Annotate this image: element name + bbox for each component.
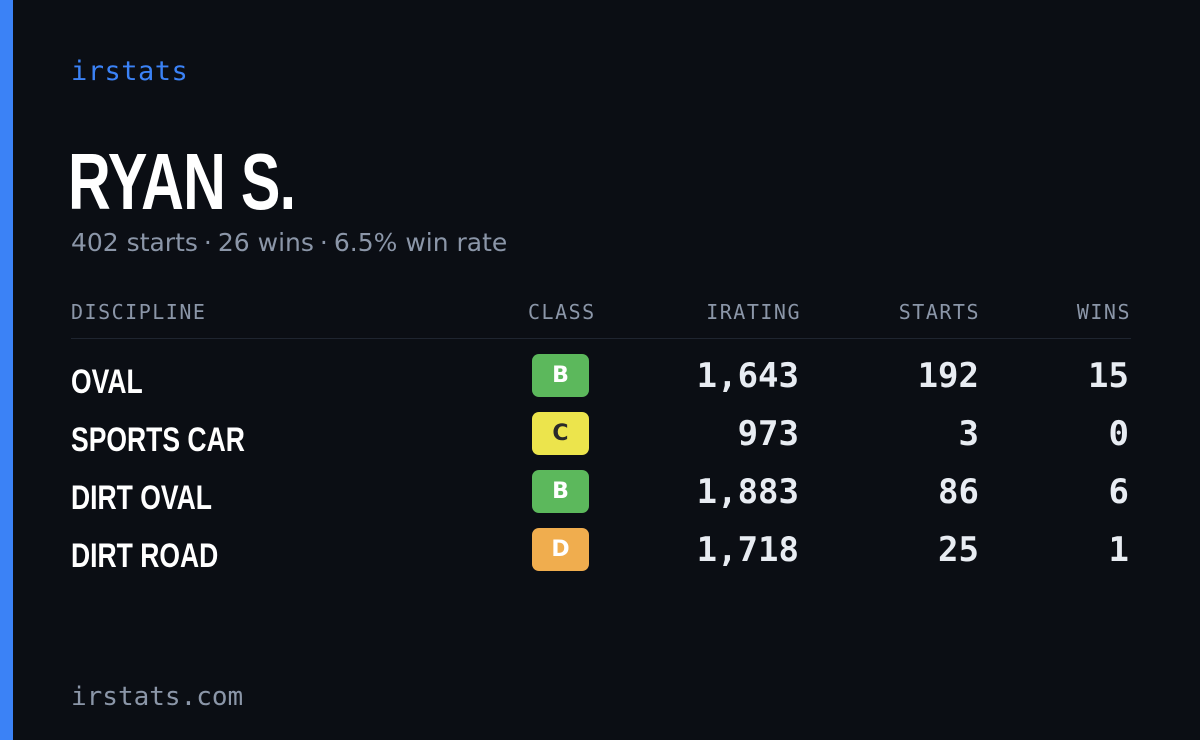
header-class: CLASS — [528, 300, 596, 324]
starts-value: 25 — [938, 530, 979, 570]
footer-url: irstats.com — [71, 682, 244, 712]
irating-value: 1,883 — [696, 472, 799, 512]
table-row: OVAL B 1,643 192 15 — [71, 354, 1131, 412]
header-wins: WINS — [1076, 300, 1131, 324]
discipline-name: DIRT OVAL — [71, 479, 212, 517]
starts-value: 86 — [938, 472, 979, 512]
class-badge: B — [532, 354, 589, 397]
wins-value: 0 — [1108, 414, 1129, 454]
table-row: DIRT OVAL B 1,883 86 6 — [71, 470, 1131, 528]
accent-bar — [0, 0, 13, 740]
table-row: SPORTS CAR C 973 3 0 — [71, 412, 1131, 470]
irating-value: 1,718 — [696, 530, 799, 570]
wins-count: 26 wins — [217, 228, 314, 257]
class-badge: C — [532, 412, 589, 455]
wins-value: 6 — [1108, 472, 1129, 512]
table-row: DIRT ROAD D 1,718 25 1 — [71, 528, 1131, 586]
discipline-name: OVAL — [71, 363, 143, 401]
header-starts: STARTS — [898, 300, 980, 324]
starts-value: 3 — [958, 414, 979, 454]
brand-logo: irstats — [71, 56, 189, 87]
driver-name: RYAN S. — [68, 137, 296, 226]
separator: · — [319, 228, 328, 257]
starts-value: 192 — [917, 356, 979, 396]
class-badge: B — [532, 470, 589, 513]
driver-summary: 402 starts · 26 wins · 6.5% win rate — [71, 228, 507, 257]
header-discipline: DISCIPLINE — [71, 300, 207, 324]
starts-count: 402 starts — [71, 228, 198, 257]
irating-value: 1,643 — [696, 356, 799, 396]
discipline-name: SPORTS CAR — [71, 421, 245, 459]
class-badge: D — [532, 528, 589, 571]
discipline-name: DIRT ROAD — [71, 537, 219, 575]
irating-value: 973 — [737, 414, 799, 454]
separator: · — [203, 228, 212, 257]
wins-value: 1 — [1108, 530, 1129, 570]
win-rate: 6.5% win rate — [333, 228, 508, 257]
header-irating: IRATING — [706, 300, 801, 324]
wins-value: 15 — [1088, 356, 1129, 396]
table-header: DISCIPLINE CLASS IRATING STARTS WINS — [71, 300, 1131, 339]
